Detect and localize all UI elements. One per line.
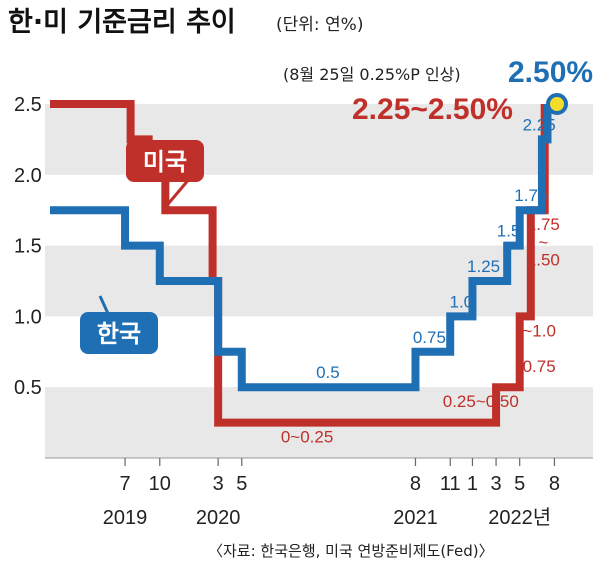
- series-lines: [50, 100, 552, 427]
- unit-label: (단위: 연%): [276, 15, 363, 35]
- us-value-label: 0~0.25: [281, 428, 333, 447]
- korea-value-label: 0.5: [316, 363, 340, 382]
- korea-value-label: 1.0: [450, 292, 474, 311]
- korea-value-label: 0.75: [413, 328, 446, 347]
- us-value-label: ~: [538, 233, 548, 252]
- x-tick-label: 3: [213, 473, 224, 495]
- y-tick-label: 0.5: [14, 377, 42, 399]
- us-tag-box: [126, 140, 204, 182]
- korea-rate-line: [50, 104, 552, 392]
- us-tag-pointer: [161, 177, 192, 211]
- us-value-label: 1.50: [527, 251, 560, 270]
- y-tick-label: 1.0: [14, 306, 42, 328]
- korea-current-rate: 2.50%: [508, 56, 593, 89]
- value-labels: 0.50.751.01.251.51.752.250~0.250.25~0.50…: [281, 115, 560, 446]
- x-tick-label: 5: [514, 473, 525, 495]
- korea-tag: 한국: [80, 295, 158, 354]
- x-year-label: 2022년: [488, 506, 551, 529]
- current-point-marker: [546, 93, 568, 115]
- x-tick-label: 8: [410, 473, 421, 495]
- us-current-rate: 2.25~2.50%: [352, 93, 513, 126]
- korea-value-label: 1.5: [497, 222, 521, 241]
- y-tick-label: 2.0: [14, 165, 42, 187]
- chart-title: 한·미 기준금리 추이: [8, 7, 236, 38]
- x-tick-label: 5: [236, 473, 247, 495]
- us-value-label: 0.75: [523, 357, 556, 376]
- x-tick-label: 1: [467, 473, 478, 495]
- y-tick-label: 1.5: [14, 236, 42, 258]
- source-note: 〈자료: 한국은행, 미국 연방준비제도(Fed)〉: [208, 542, 494, 560]
- hike-note: (8월 25일 0.25%P 인상): [283, 65, 461, 84]
- x-year-label: 2019: [103, 507, 148, 529]
- x-tick-label: 10: [149, 473, 171, 495]
- korea-value-label: 1.25: [467, 257, 500, 276]
- x-tick-label: 8: [549, 473, 560, 495]
- us-value-label: 0.25~0.50: [443, 392, 519, 411]
- korea-value-label: 1.75: [514, 186, 547, 205]
- korea-tag-box: [80, 312, 158, 354]
- x-year-label: 2021: [393, 507, 438, 529]
- us-value-label: 1.75: [527, 215, 560, 234]
- x-tick-label: 3: [491, 473, 502, 495]
- y-tick-label: 2.5: [14, 94, 42, 116]
- us-value-label: ~1.0: [522, 321, 556, 340]
- us-tag-label: 미국: [143, 148, 187, 176]
- x-tick-label: 11: [440, 473, 461, 495]
- korea-value-label: 2.25: [523, 115, 556, 134]
- korea-tag-label: 한국: [97, 320, 141, 348]
- x-tick-label: 7: [119, 473, 130, 495]
- x-year-label: 2020: [196, 507, 241, 529]
- us-tag: 미국: [126, 140, 204, 211]
